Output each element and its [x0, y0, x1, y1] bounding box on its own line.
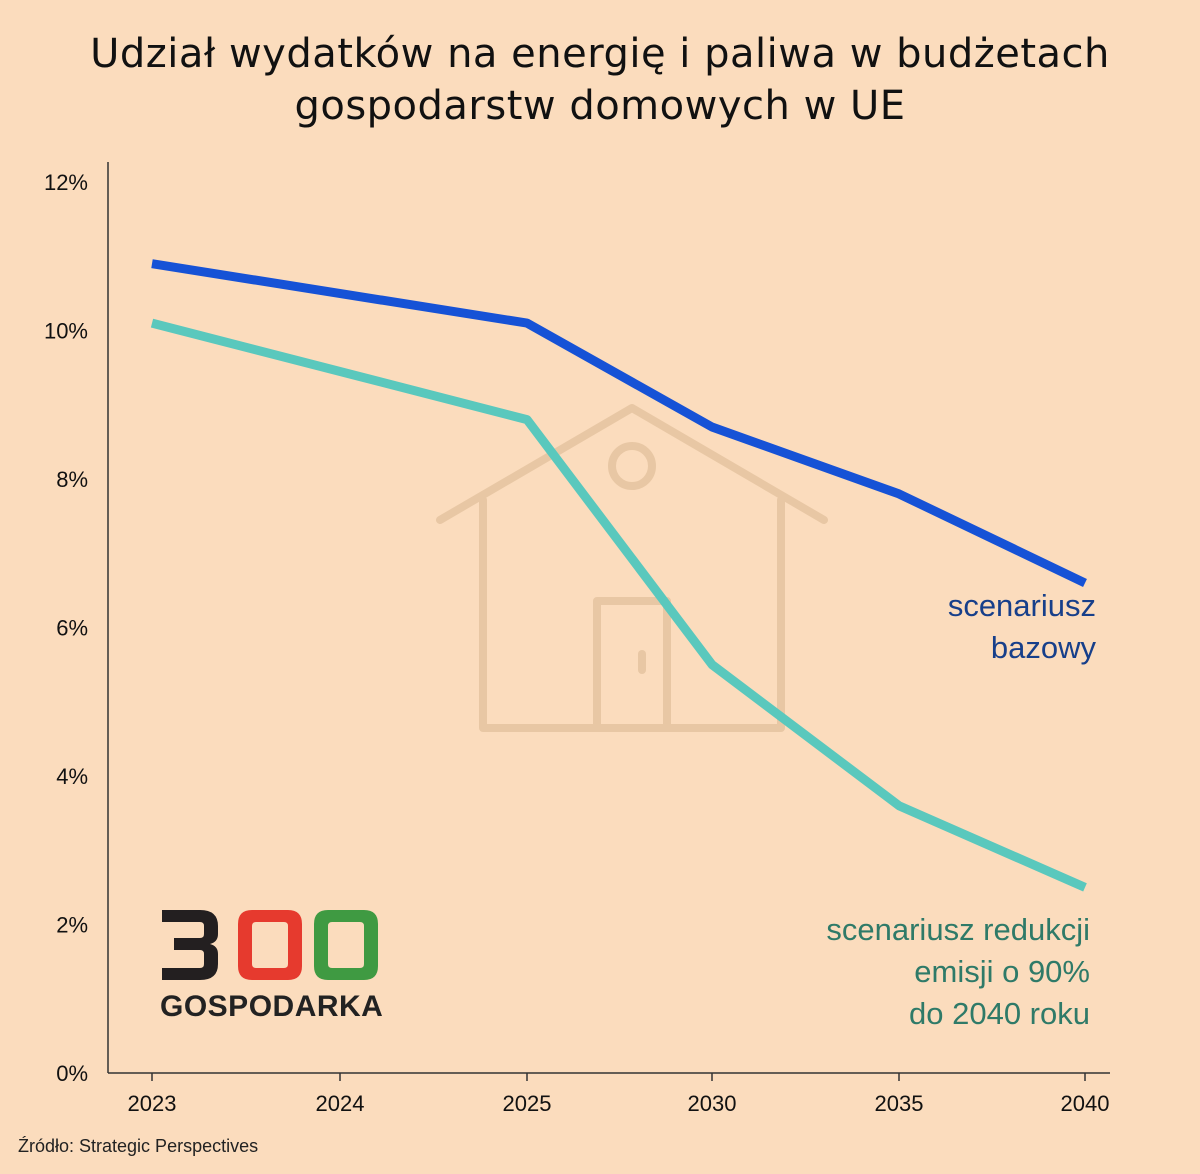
- logo-digit-0-green: [314, 910, 378, 980]
- chart-title-line-1: Udział wydatków na energię i paliwa w bu…: [90, 31, 1110, 77]
- house-icon: [436, 404, 828, 732]
- y-tick-label: 0%: [56, 1061, 88, 1086]
- series-label-reduction-line: emisji o 90%: [914, 954, 1090, 989]
- x-tick-label: 2024: [316, 1091, 365, 1116]
- series-label-base-line: bazowy: [991, 630, 1097, 665]
- series-labels: scenariusz bazowy scenariusz redukcji emisj…: [826, 588, 1096, 1031]
- logo-wordmark: GOSPODARKA: [160, 990, 384, 1023]
- chart-title: Udział wydatków na energię i paliwa w bu…: [0, 28, 1200, 132]
- x-tick-label: 2035: [875, 1091, 924, 1116]
- y-tick-label: 10%: [44, 319, 88, 344]
- x-tick-label: 2025: [503, 1091, 552, 1116]
- logo-digits: [162, 910, 378, 980]
- series-label-reduction-line: do 2040 roku: [909, 996, 1090, 1031]
- series-label-base-line: scenariusz: [948, 588, 1096, 623]
- y-tick-label: 2%: [56, 913, 88, 938]
- series-line-base: [151, 259, 1087, 588]
- y-tick-label: 6%: [56, 616, 88, 641]
- x-tick-label: 2030: [688, 1091, 737, 1116]
- brand-logo: GOSPODARKA: [160, 902, 385, 1023]
- y-tick-label: 12%: [44, 170, 88, 195]
- series-label-reduction-line: scenariusz redukcji: [826, 912, 1090, 947]
- logo-digit-3: [162, 910, 218, 980]
- series-label-base: scenariusz bazowy: [948, 588, 1097, 665]
- y-tick-label: 4%: [56, 764, 88, 789]
- chart-title-line-2: gospodarstw domowych w UE: [294, 83, 906, 129]
- series-line-reduction: [150, 318, 1087, 892]
- source-note: Źródło: Strategic Perspectives: [18, 1136, 259, 1156]
- x-tick-label: 2023: [128, 1091, 177, 1116]
- logo-digit-0-red: [238, 910, 302, 980]
- series-label-reduction: scenariusz redukcji emisji o 90% do 2040 r…: [826, 912, 1090, 1031]
- axes: 0% 2% 4% 6% 8% 10% 12% 2023 2024 2025 2030 2035 2040: [44, 162, 1110, 1116]
- series-lines: [150, 259, 1087, 892]
- y-tick-label: 8%: [56, 467, 88, 492]
- x-tick-label: 2040: [1061, 1091, 1110, 1116]
